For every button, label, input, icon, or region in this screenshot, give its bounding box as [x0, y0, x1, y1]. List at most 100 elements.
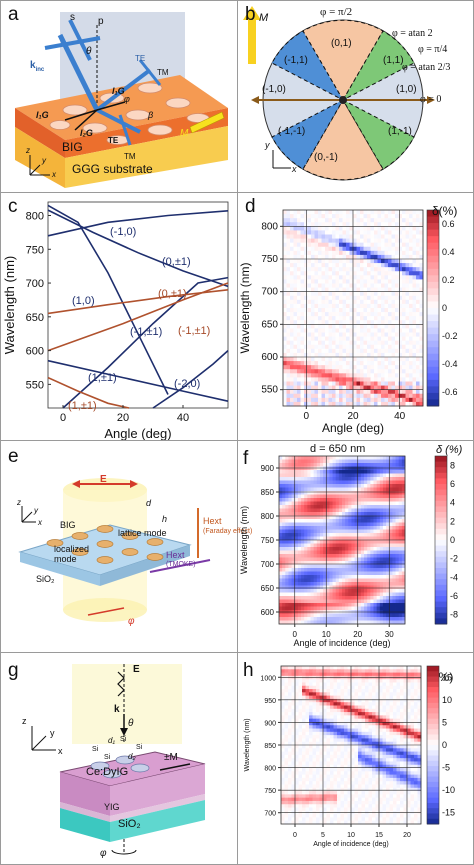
- heatmap-cell: [288, 585, 292, 590]
- heatmap-cell: [354, 698, 359, 703]
- heatmap-cell: [412, 283, 417, 288]
- heatmap-cell: [398, 316, 403, 321]
- heatmap-cell: [291, 568, 296, 572]
- heatmap-cell: [388, 271, 392, 276]
- heatmap-cell: [300, 303, 305, 309]
- heatmap-cell: [360, 230, 364, 235]
- heatmap-cell: [392, 515, 396, 520]
- heatmap-cell: [354, 470, 359, 474]
- heatmap-cell: [313, 568, 318, 572]
- heatmap-cell: [373, 515, 378, 520]
- heatmap-cell: [348, 606, 352, 611]
- heatmap-cell: [367, 303, 371, 309]
- heatmap-cell: [370, 519, 374, 523]
- heatmap-cell: [301, 599, 305, 604]
- heatmap-cell: [326, 675, 331, 680]
- heatmap-cell: [395, 491, 400, 495]
- heatmap-cell: [346, 393, 350, 399]
- heatmap-cell: [333, 702, 338, 706]
- heatmap-cell: [379, 543, 384, 548]
- heatmap-cell: [412, 295, 417, 301]
- heatmap-cell: [351, 568, 355, 572]
- heatmap-cell: [356, 312, 361, 317]
- heatmap-cell: [284, 738, 289, 743]
- heatmap-cell: [357, 540, 362, 544]
- heatmap-cell: [356, 389, 361, 395]
- heatmap-cell: [307, 267, 312, 272]
- heatmap-cell: [290, 263, 294, 268]
- heatmap-cell: [345, 480, 349, 485]
- heatmap-cell: [398, 299, 403, 305]
- heatmap-cell: [282, 603, 286, 607]
- colorbar-tick-label: 8: [450, 460, 455, 470]
- heatmap-cell: [314, 385, 319, 391]
- heatmap-cell: [318, 214, 322, 219]
- heatmap-cell: [379, 470, 384, 474]
- heatmap-cell: [382, 721, 387, 726]
- colorbar-segment: [427, 229, 439, 237]
- heatmap-cell: [325, 365, 329, 370]
- heatmap-cell: [342, 218, 347, 223]
- heatmap-cell: [342, 320, 347, 325]
- heatmap-cell: [379, 589, 384, 593]
- heatmap-cell: [373, 547, 378, 551]
- heatmap-cell: [346, 275, 350, 280]
- heatmap-cell: [313, 543, 318, 548]
- heatmap-cell: [318, 259, 322, 264]
- heatmap-cell: [332, 242, 336, 248]
- heatmap-cell: [402, 259, 406, 264]
- heatmap-cell: [325, 226, 329, 231]
- heatmap-cell: [323, 470, 327, 474]
- heatmap-cell: [388, 226, 392, 231]
- heatmap-cell: [333, 679, 338, 683]
- heatmap-cell: [282, 498, 286, 502]
- heatmap-cell: [335, 557, 340, 562]
- heatmap-cell: [288, 519, 292, 523]
- heatmap-cell: [376, 599, 381, 604]
- heatmap-cell: [321, 373, 326, 378]
- heatmap-cell: [321, 291, 326, 297]
- heatmap-cell: [318, 291, 322, 297]
- heatmap-cell: [356, 401, 361, 407]
- heatmap-cell: [403, 735, 408, 739]
- heatmap-cell: [367, 328, 371, 333]
- heatmap-cell: [301, 547, 305, 551]
- heatmap-cell: [323, 692, 327, 697]
- heatmap-cell: [395, 218, 399, 223]
- heatmap-cell: [294, 484, 299, 488]
- heatmap-cell: [354, 501, 359, 506]
- colorbar-segment: [427, 327, 439, 335]
- heatmap-cell: [339, 283, 343, 288]
- heatmap-cell: [391, 230, 396, 235]
- heatmap-cell: [313, 578, 318, 583]
- heatmap-cell: [290, 340, 294, 346]
- colorbar-tick-label: -0.2: [442, 331, 458, 341]
- heatmap-cell: [372, 666, 376, 670]
- heatmap-cell: [382, 484, 387, 488]
- heatmap-cell: [313, 540, 318, 544]
- heatmap-cell: [382, 466, 387, 471]
- heatmap-cell: [363, 361, 368, 366]
- heatmap-cell: [403, 689, 408, 693]
- heatmap-cell: [353, 308, 357, 313]
- heatmap-cell: [323, 613, 327, 618]
- heatmap-cell: [298, 679, 303, 683]
- heatmap-cell: [346, 226, 350, 231]
- heatmap-cell: [328, 287, 333, 293]
- heatmap-cell: [402, 332, 406, 337]
- heatmap-cell: [405, 279, 410, 284]
- heatmap-cell: [401, 512, 406, 516]
- heatmap-cell: [311, 214, 315, 219]
- y-tick-label: 600: [261, 608, 275, 617]
- heatmap-cell: [339, 222, 343, 227]
- heatmap-cell: [354, 613, 359, 618]
- heatmap-cell: [386, 708, 390, 713]
- heatmap-cell: [370, 316, 375, 321]
- heatmap-cell: [339, 377, 343, 382]
- heatmap-cell: [283, 357, 287, 362]
- heatmap-cell: [382, 536, 387, 541]
- heatmap-cell: [395, 210, 399, 215]
- heatmap-cell: [312, 692, 317, 697]
- heatmap-cell: [368, 728, 373, 733]
- heatmap-cell: [370, 242, 375, 248]
